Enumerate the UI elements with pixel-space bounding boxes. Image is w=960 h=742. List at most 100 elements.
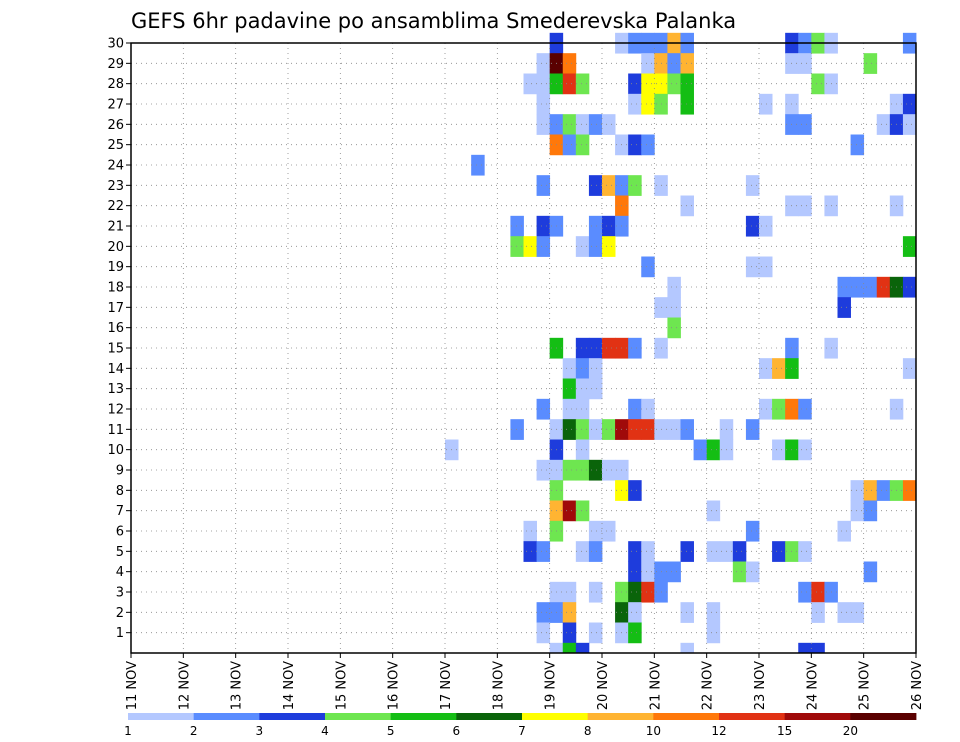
y-tick-label: 19	[107, 260, 124, 275]
heatmap-cell	[588, 337, 603, 359]
y-tick-label: 25	[107, 138, 124, 153]
heatmap-cell	[641, 419, 655, 440]
heatmap-cell	[863, 500, 878, 522]
heatmap-cell	[811, 581, 825, 603]
y-tick-label: 20	[107, 240, 124, 255]
heatmap-cell	[536, 602, 551, 623]
x-tick-label: 21 NOV	[648, 661, 663, 710]
heatmap-cell	[902, 358, 917, 379]
heatmap-cell	[680, 53, 694, 74]
heatmap-cell	[536, 236, 551, 257]
heatmap-cell	[562, 378, 577, 400]
y-tick-label: 9	[116, 464, 124, 479]
heatmap-cell	[602, 175, 616, 196]
legend-label: 10	[646, 724, 661, 738]
heatmap-cell	[863, 276, 878, 298]
y-tick-label: 10	[107, 443, 124, 458]
legend-swatch	[784, 713, 851, 720]
heatmap-cell	[772, 398, 786, 420]
heatmap-cell	[588, 114, 603, 135]
heatmap-cell	[745, 215, 760, 237]
legend-label: 1	[124, 724, 132, 738]
y-tick-label: 14	[107, 362, 124, 377]
heatmap-cell	[562, 581, 577, 603]
heatmap-cell	[562, 398, 577, 420]
heatmap-cell	[641, 398, 655, 420]
heatmap-cell	[562, 358, 577, 379]
heatmap-cell	[536, 398, 551, 420]
heatmap-cell	[628, 398, 642, 420]
heatmap-cell	[588, 236, 603, 257]
heatmap-cell	[850, 480, 865, 501]
heatmap-cell	[562, 622, 577, 644]
heatmap-cell	[680, 541, 694, 562]
heatmap-cell	[588, 215, 603, 237]
heatmap-cell	[641, 581, 655, 603]
x-axis: 11 NOV 12 NOV 13 NOV 14 NOV 15 NOV 16 NOV 17 N…	[125, 653, 925, 710]
heatmap-cell	[628, 175, 642, 196]
heatmap-cell	[628, 541, 642, 562]
heatmap-cell	[902, 114, 917, 135]
heatmap-cell	[680, 419, 694, 440]
heatmap-cell	[562, 602, 577, 623]
heatmap-cell	[680, 602, 694, 623]
heatmap-cell	[588, 541, 603, 562]
heatmap-cell	[628, 93, 642, 115]
heatmap-cell	[536, 622, 551, 644]
heatmap-cell	[523, 236, 537, 257]
heatmap-cell	[667, 276, 681, 298]
y-tick-label: 7	[116, 504, 124, 519]
heatmap-cell	[641, 93, 655, 115]
y-tick-label: 11	[107, 423, 124, 438]
y-tick-label: 15	[107, 342, 124, 357]
heatmap-cell	[602, 459, 616, 481]
y-tick-label: 5	[116, 545, 124, 560]
legend-swatch	[325, 713, 392, 720]
heatmap-cell	[588, 459, 603, 481]
legend-swatch	[719, 713, 786, 720]
heatmap-cell	[902, 93, 917, 115]
y-tick-label: 21	[107, 220, 124, 235]
heatmap-cell	[628, 622, 642, 644]
heatmap-cell	[471, 154, 485, 176]
y-tick-label: 29	[107, 57, 124, 72]
heatmap-cell	[575, 236, 590, 257]
heatmap-cell	[680, 93, 694, 115]
heatmap-cell	[588, 175, 603, 196]
y-tick-label: 23	[107, 179, 124, 194]
heatmap-cell	[588, 358, 603, 379]
heatmap-cell	[641, 53, 655, 74]
heatmap-cell	[575, 500, 590, 522]
legend-swatch	[522, 713, 589, 720]
heatmap-cell	[667, 419, 681, 440]
heatmap-cell	[745, 175, 760, 196]
heatmap-cell	[575, 134, 590, 156]
y-tick-label: 18	[107, 281, 124, 296]
heatmap-cell	[523, 73, 537, 95]
heatmap-cell	[850, 134, 865, 156]
heatmap-cell	[510, 236, 524, 257]
heatmap-cell	[706, 500, 721, 522]
heatmap-cell	[510, 419, 524, 440]
heatmap-cell	[602, 419, 616, 440]
legend-label: 4	[321, 724, 329, 738]
heatmap-cell	[562, 53, 577, 74]
heatmap-cell	[575, 378, 590, 400]
heatmap-cell	[876, 276, 891, 298]
legend-label: 8	[584, 724, 592, 738]
heatmap-cell	[732, 561, 747, 583]
legend-label: 15	[777, 724, 792, 738]
legend-label: 2	[190, 724, 198, 738]
heatmap-cell	[562, 73, 577, 95]
y-tick-label: 6	[116, 525, 124, 540]
heatmap-cell	[693, 439, 708, 461]
heatmap-cell	[863, 561, 878, 583]
heatmap-cell	[523, 541, 537, 562]
heatmap-cell	[667, 297, 681, 318]
heatmap-cell	[706, 622, 721, 644]
heatmap-cell	[536, 215, 551, 237]
grid-lines	[130, 42, 917, 653]
heatmap-cell	[628, 337, 642, 359]
heatmap-cell	[536, 73, 551, 95]
